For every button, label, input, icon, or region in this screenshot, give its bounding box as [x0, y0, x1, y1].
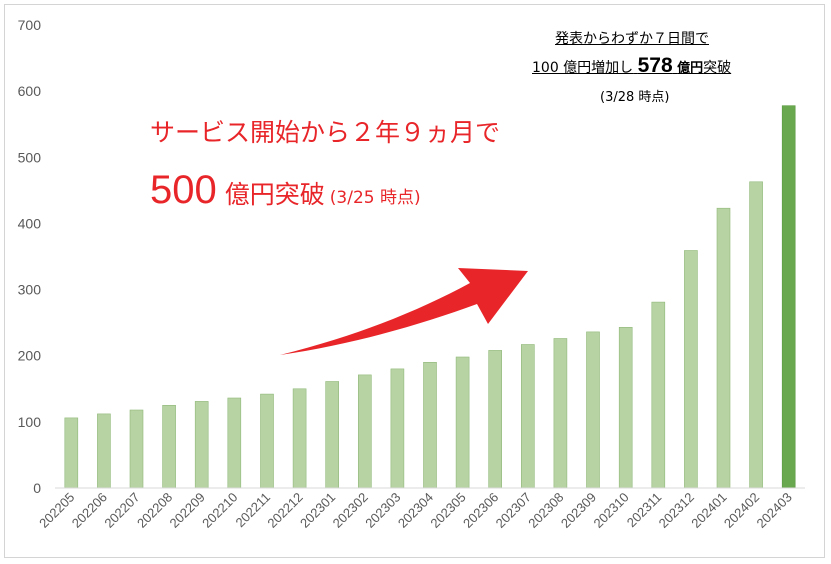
- milestone-unit: 億円突破: [216, 180, 325, 209]
- y-tick-label: 300: [18, 282, 42, 298]
- bar-202306: [488, 350, 503, 489]
- milestone-line2: 500 億円突破 (3/25 時点): [150, 168, 421, 213]
- bar-202305: [455, 356, 470, 489]
- x-tick-label: 202304: [395, 490, 436, 531]
- y-tick-label: 0: [33, 480, 41, 496]
- bar-202309: [586, 331, 600, 489]
- y-tick-label: 500: [18, 149, 42, 165]
- x-tick-label: 202307: [493, 490, 534, 531]
- y-tick-label: 400: [18, 215, 42, 231]
- x-tick-label: 202310: [590, 490, 631, 531]
- x-tick-label: 202207: [101, 490, 142, 531]
- chart-frame: [4, 4, 825, 558]
- bar-202308: [553, 338, 568, 489]
- x-tick-label: 202206: [69, 490, 110, 531]
- x-tick-label: 202403: [754, 490, 795, 531]
- y-tick-label: 700: [18, 17, 42, 33]
- bar-202303: [390, 368, 405, 489]
- bar-202205: [64, 417, 79, 489]
- bar-202307: [520, 344, 535, 489]
- x-tick-label: 202401: [688, 490, 729, 531]
- y-tick-label: 600: [18, 83, 42, 99]
- x-tick-label: 202308: [525, 490, 566, 531]
- x-tick-label: 202303: [362, 490, 403, 531]
- bar-202311: [651, 301, 666, 489]
- x-tick-label: 202402: [721, 490, 762, 531]
- bar-202208: [162, 404, 176, 489]
- milestone-line1: サービス開始から２年９ヵ月で: [150, 118, 501, 147]
- latest-note-unit: 億円: [677, 61, 704, 76]
- trend-arrow-icon: [280, 268, 528, 355]
- y-tick-label: 200: [18, 348, 42, 364]
- bar-202210: [227, 397, 242, 489]
- latest-note-line1: 発表からわずか７日間で: [555, 31, 709, 47]
- bar-202207: [129, 409, 144, 489]
- bar-202211: [260, 393, 274, 489]
- bar-202312: [684, 250, 698, 489]
- x-tick-label: 202208: [134, 490, 175, 531]
- bar-202209: [194, 401, 209, 489]
- bar-202301: [325, 381, 340, 489]
- latest-note-number: 578: [637, 54, 673, 77]
- y-axis: 0 100 200 300 400 500 600 700: [18, 17, 42, 496]
- bar-202401: [716, 207, 731, 489]
- bar-202402: [749, 181, 763, 489]
- bar-202403: [781, 105, 796, 489]
- bar-202206: [97, 413, 111, 489]
- x-tick-label: 202205: [36, 490, 77, 531]
- latest-note-suffix: 突破: [703, 60, 732, 76]
- x-tick-label: 202302: [330, 490, 371, 531]
- milestone-date: (3/25 時点): [329, 188, 421, 208]
- milestone-number: 500: [150, 168, 217, 212]
- x-tick-label: 202212: [264, 490, 305, 531]
- bar-202212: [292, 388, 307, 489]
- x-tick-label: 202305: [427, 490, 468, 531]
- x-tick-label: 202309: [558, 490, 599, 531]
- x-tick-label: 202209: [167, 490, 208, 531]
- bar-202302: [357, 374, 372, 489]
- x-tick-label: 202312: [656, 490, 697, 531]
- latest-note-prefix: 100 億円増加し: [532, 60, 634, 76]
- x-tick-label: 202301: [297, 490, 338, 531]
- x-tick-label: 202210: [199, 490, 240, 531]
- bar-202304: [423, 361, 437, 489]
- bars: [64, 105, 796, 489]
- x-tick-label: 202306: [460, 490, 501, 531]
- latest-note-line2: 100 億円増加し 578 億円突破: [532, 54, 731, 78]
- bar-202310: [618, 326, 633, 489]
- y-tick-label: 100: [18, 414, 42, 430]
- latest-note-date: (3/28 時点): [600, 90, 670, 105]
